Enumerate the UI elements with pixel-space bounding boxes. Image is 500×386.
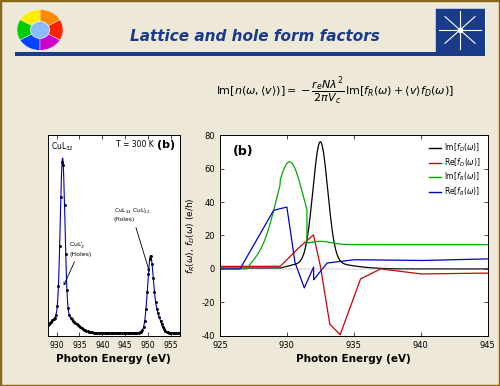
Circle shape <box>30 22 50 38</box>
Text: CuL$_3'$
(Holes): CuL$_3'$ (Holes) <box>64 240 92 284</box>
Text: (b): (b) <box>158 140 176 150</box>
X-axis label: Photon Energy (eV): Photon Energy (eV) <box>56 354 171 364</box>
Text: $\mathrm{Im}[n(\omega,\langle v\rangle)] = -\dfrac{r_e N\lambda^2}{2\pi V_c}\,\m: $\mathrm{Im}[n(\omega,\langle v\rangle)]… <box>216 75 454 107</box>
X-axis label: Photon Energy (eV): Photon Energy (eV) <box>296 354 411 364</box>
Wedge shape <box>17 20 40 40</box>
Text: CuL$_{32}$: CuL$_{32}$ <box>52 140 74 152</box>
Text: Lattice and hole form factors: Lattice and hole form factors <box>130 29 380 44</box>
Y-axis label: $f_R(\omega),\,f_D(\omega)$ (e/h): $f_R(\omega),\,f_D(\omega)$ (e/h) <box>185 197 198 274</box>
Wedge shape <box>40 30 60 50</box>
Text: T = 300 K: T = 300 K <box>116 140 154 149</box>
Text: (b): (b) <box>234 145 254 158</box>
Wedge shape <box>20 30 40 50</box>
Legend: Im[$f_D(\omega)$], Re[$f_D(\omega)$], Im[$f_R(\omega)$], Re[$f_R(\omega)$]: Im[$f_D(\omega)$], Re[$f_D(\omega)$], Im… <box>426 139 484 201</box>
Wedge shape <box>40 10 60 30</box>
Wedge shape <box>40 20 63 40</box>
Text: CuL$_{23}$ CuL$_{22}'$
(Holes): CuL$_{23}$ CuL$_{22}'$ (Holes) <box>114 207 150 271</box>
Wedge shape <box>20 10 40 30</box>
